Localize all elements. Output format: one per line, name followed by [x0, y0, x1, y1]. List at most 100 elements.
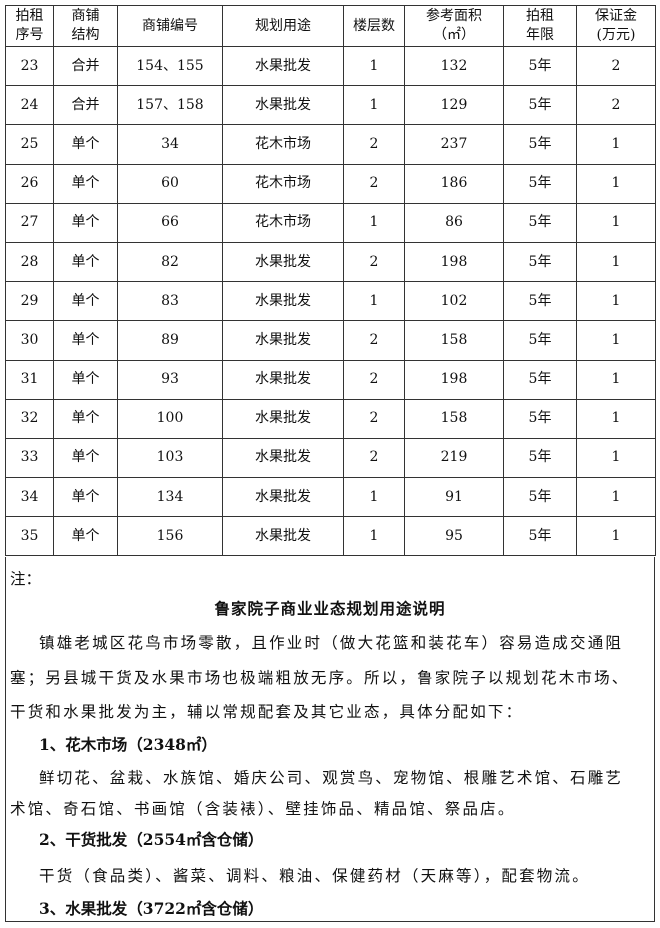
table-cell: 5年	[503, 85, 577, 126]
table-row: 24 合并 157、158 水果批发 1 129 5年 2	[5, 85, 656, 126]
table-row: 35 单个 156 水果批发 1 95 5年 1	[5, 516, 656, 557]
table-cell: 26	[5, 163, 54, 204]
table-row: 27 单个 66 花木市场 1 86 5年 1	[5, 202, 656, 243]
table-cell: 花木市场	[222, 202, 344, 243]
table-cell: 2	[576, 85, 656, 126]
table-cell: 合并	[53, 45, 118, 87]
table-cell: 2	[343, 163, 405, 204]
table-cell: 86	[404, 202, 504, 243]
table-cell: 1	[343, 281, 405, 322]
table-cell: 103	[117, 437, 223, 479]
table-cell: 28	[5, 241, 54, 283]
item2-heading: 2、干货批发（2554㎡含仓储）	[39, 830, 264, 849]
table-cell: 花木市场	[222, 163, 344, 204]
table-cell: 合并	[53, 85, 118, 126]
table-cell: 134	[117, 477, 223, 518]
table-cell: 水果批发	[222, 241, 344, 283]
table-cell: 1	[576, 281, 656, 322]
table-cell: 5年	[503, 516, 577, 557]
table-cell: 花木市场	[222, 124, 344, 165]
table-cell: 1	[576, 163, 656, 204]
table-cell: 1	[576, 398, 656, 439]
table-cell: 单个	[53, 124, 118, 165]
table-cell: 93	[117, 359, 223, 400]
table-cell: 29	[5, 281, 54, 322]
table-cell: 1	[343, 516, 405, 557]
table-cell: 单个	[53, 320, 118, 361]
table-cell: 2	[343, 124, 405, 165]
table-cell: 156	[117, 516, 223, 557]
column-header: 规划用途	[222, 5, 344, 47]
note-paragraph-line: 镇雄老城区花鸟市场零散，且作业时（做大花篮和装花车）容易造成交通阻	[39, 634, 624, 652]
note-section: 注： 鲁家院子商业业态规划用途说明 镇雄老城区花鸟市场零散，且作业时（做大花篮和…	[5, 557, 655, 922]
table-cell: 1	[576, 359, 656, 400]
table-row: 25 单个 34 花木市场 2 237 5年 1	[5, 124, 656, 165]
table-cell: 5年	[503, 281, 577, 322]
table-cell: 157、158	[117, 85, 223, 126]
table-cell: 5年	[503, 124, 577, 165]
table-cell: 237	[404, 124, 504, 165]
table-cell: 33	[5, 437, 54, 479]
table-cell: 5年	[503, 398, 577, 439]
table-cell: 5年	[503, 163, 577, 204]
note-label: 注：	[10, 570, 42, 588]
table-cell: 132	[404, 45, 504, 87]
table-cell: 2	[343, 320, 405, 361]
table-cell: 35	[5, 516, 54, 557]
table-cell: 219	[404, 437, 504, 479]
table-cell: 5年	[503, 45, 577, 87]
table-cell: 5年	[503, 320, 577, 361]
table-cell: 1	[343, 477, 405, 518]
table-cell: 2	[343, 241, 405, 283]
table-cell: 水果批发	[222, 516, 344, 557]
table-cell: 27	[5, 202, 54, 243]
item1-line: 鲜切花、盆栽、水族馆、婚庆公司、观赏鸟、宠物馆、根雕艺术馆、石雕艺	[39, 769, 624, 787]
note-paragraph-line: 干货和水果批发为主，辅以常规配套及其它业态，具体分配如下：	[10, 703, 524, 721]
table-cell: 单个	[53, 241, 118, 283]
table-cell: 1	[576, 477, 656, 518]
column-header: 保证金 (万元)	[576, 5, 656, 47]
table-cell: 1	[343, 45, 405, 87]
table-cell: 102	[404, 281, 504, 322]
table-cell: 1	[343, 85, 405, 126]
table-row: 32 单个 100 水果批发 2 158 5年 1	[5, 398, 656, 439]
table-cell: 91	[404, 477, 504, 518]
table-cell: 单个	[53, 437, 118, 479]
item1-heading: 1、花木市场（2348㎡）	[39, 735, 217, 754]
table-cell: 23	[5, 45, 54, 87]
table-cell: 25	[5, 124, 54, 165]
table-row: 33 单个 103 水果批发 2 219 5年 1	[5, 437, 656, 479]
table-cell: 1	[576, 124, 656, 165]
item3-heading: 3、水果批发（3722㎡含仓储）	[39, 899, 264, 918]
table-cell: 水果批发	[222, 359, 344, 400]
table-cell: 83	[117, 281, 223, 322]
table-cell: 34	[117, 124, 223, 165]
table-header-row: 拍租 序号 商铺 结构 商铺编号 规划用途 楼层数 参考面积 （㎡） 拍租 年限 保证金 (万…	[5, 5, 656, 47]
table-cell: 89	[117, 320, 223, 361]
table-cell: 1	[343, 202, 405, 243]
table-cell: 198	[404, 241, 504, 283]
table-cell: 1	[576, 320, 656, 361]
column-header: 商铺编号	[117, 5, 223, 47]
table-row: 26 单个 60 花木市场 2 186 5年 1	[5, 163, 656, 204]
column-header: 商铺 结构	[53, 5, 118, 47]
table-row: 34 单个 134 水果批发 1 91 5年 1	[5, 477, 656, 518]
table-cell: 24	[5, 85, 54, 126]
table-cell: 82	[117, 241, 223, 283]
table-cell: 66	[117, 202, 223, 243]
note-paragraph-line: 塞；另县城干货及水果市场也极端粗放无序。所以，鲁家院子以规划花木市场、	[10, 669, 630, 687]
table-cell: 1	[576, 202, 656, 243]
table-cell: 60	[117, 163, 223, 204]
table-cell: 100	[117, 398, 223, 439]
item1-line: 术馆、奇石馆、书画馆（含装裱）、壁挂饰品、精品馆、祭品店。	[10, 800, 516, 818]
shop-rental-table: 拍租 序号 商铺 结构 商铺编号 规划用途 楼层数 参考面积 （㎡） 拍租 年限 保证金 (万…	[5, 5, 656, 557]
table-cell: 5年	[503, 359, 577, 400]
table-cell: 2	[343, 359, 405, 400]
table-cell: 单个	[53, 281, 118, 322]
column-header: 参考面积 （㎡）	[404, 5, 504, 47]
table-cell: 单个	[53, 516, 118, 557]
table-cell: 水果批发	[222, 45, 344, 87]
table-cell: 单个	[53, 477, 118, 518]
item2-line: 干货（食品类）、酱菜、调料、粮油、保健药材（天麻等），配套物流。	[39, 867, 590, 885]
table-cell: 186	[404, 163, 504, 204]
